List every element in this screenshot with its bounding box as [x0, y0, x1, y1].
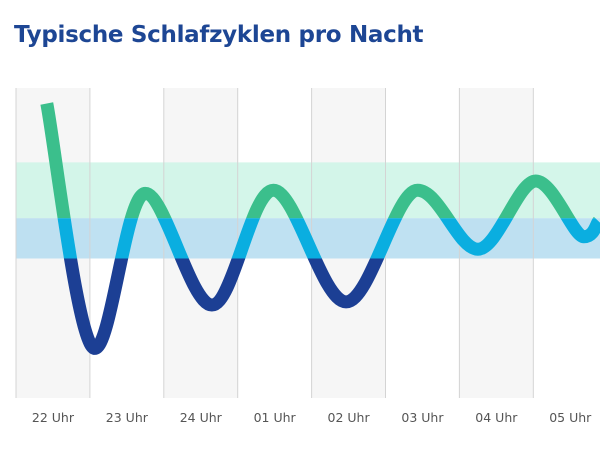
x-tick-label: 22 Uhr	[32, 410, 75, 425]
chart-title: Typische Schlafzyklen pro Nacht	[14, 22, 424, 48]
band	[16, 162, 600, 219]
sleep-curve-segment	[40, 102, 596, 219]
x-tick-label: 23 Uhr	[106, 410, 149, 425]
sleep-curve-segment	[63, 258, 385, 355]
x-tick-label: 05 Uhr	[549, 410, 592, 425]
x-tick-label: 24 Uhr	[180, 410, 223, 425]
x-tick-label: 02 Uhr	[328, 410, 371, 425]
x-tick-label: 04 Uhr	[475, 410, 518, 425]
sleep-curve-segment	[57, 218, 600, 259]
x-tick-label: 03 Uhr	[401, 410, 444, 425]
x-tick-label: 01 Uhr	[254, 410, 297, 425]
